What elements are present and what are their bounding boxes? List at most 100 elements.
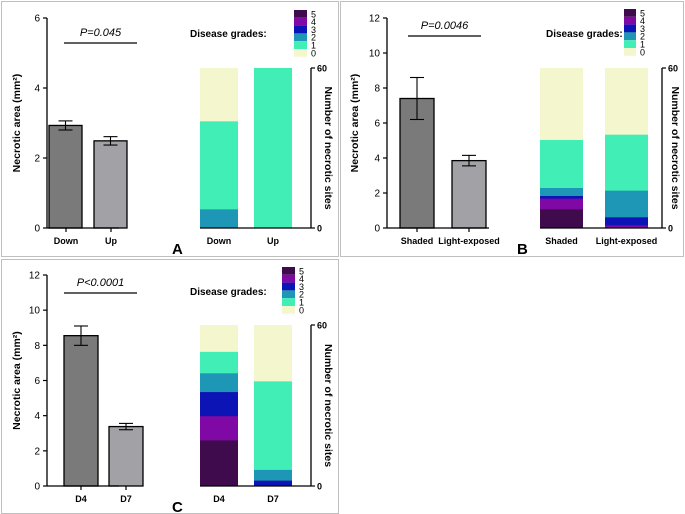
panel-c-legend-swatch-grade-0 xyxy=(282,306,295,314)
panel-c-error-bar-d7 xyxy=(119,422,133,431)
panel-a-error-bar-up xyxy=(103,136,118,146)
panel-c-y-tick-label: 0 xyxy=(34,482,40,493)
panel-a-x-tick-label: Up xyxy=(105,236,117,246)
panel-a-legend-swatch-grade-4 xyxy=(294,17,307,26)
panel-b-legend-swatch-grade-1 xyxy=(624,40,636,48)
panel-b-legend-title: Disease grades: xyxy=(546,29,623,40)
panel-c-legend-swatch-grade-1 xyxy=(282,298,295,306)
panel-b-y-tick-label: 6 xyxy=(374,119,380,130)
panel-a-y-tick-label: 4 xyxy=(34,84,40,95)
panel-c-legend-label: 1 xyxy=(299,298,304,308)
panel-a-error-bar-down xyxy=(58,120,73,131)
panel-b-stack-x-tick-label: Light-exposed xyxy=(596,236,658,246)
panel-a-y-tick-label: 2 xyxy=(34,154,40,165)
panel-b-legend-swatch-grade-2 xyxy=(624,32,636,41)
panel-b-bar-light-exposed xyxy=(451,159,487,229)
panel-c-label: C xyxy=(172,499,183,514)
panel-c-legend-swatch-grade-2 xyxy=(282,290,295,299)
panel-c-y-tick-label: 10 xyxy=(29,306,41,317)
panel-c-stack-x-tick-label: D7 xyxy=(267,494,279,504)
panel-b-x-tick-label: Light-exposed xyxy=(438,236,500,246)
panel-b-stack-shaded-grade-5 xyxy=(540,209,583,228)
panel-c-x-tick-label: D7 xyxy=(120,494,132,504)
panel-c-legend-label: 2 xyxy=(299,290,304,300)
panel-b-y-axis-label: Necrotic area (mm²) xyxy=(349,74,361,173)
panel-b-legend-label: 1 xyxy=(640,40,645,50)
panel-b-stack-x-tick-label: Shaded xyxy=(545,236,578,246)
panel-b-legend-label: 4 xyxy=(640,16,645,26)
panel-c-stack-y-tick-label: 0 xyxy=(317,482,322,492)
panel-b-error-bar-light-exposed xyxy=(462,154,476,167)
panel-a-border xyxy=(1,1,339,257)
panel-c-stack-y-tick-label: 60 xyxy=(317,321,327,331)
panel-a-legend-swatch-grade-0 xyxy=(294,49,307,57)
panel-a-legend-label: 5 xyxy=(311,9,316,19)
panel-a-bar-up xyxy=(93,140,128,229)
panel-a-stack-y-tick-label: 0 xyxy=(317,224,322,234)
panel-b-legend-swatch-grade-3 xyxy=(624,24,636,33)
panel-c-stack-d7-grade-1 xyxy=(254,381,292,486)
panel-b-legend-label: 0 xyxy=(640,47,645,57)
panel-c-y-axis-label: Necrotic area (mm²) xyxy=(11,331,23,430)
panel-b-p-value: P=0.0046 xyxy=(421,20,469,32)
panel-b-label: B xyxy=(517,241,528,258)
panel-c-legend-title: Disease grades: xyxy=(190,287,267,298)
panel-b-x-tick-label: Shaded xyxy=(401,236,434,246)
panel-b-y-tick-label: 10 xyxy=(369,49,381,60)
panel-c-legend-label: 5 xyxy=(299,266,304,276)
panel-c-y-tick-label: 4 xyxy=(34,411,40,422)
panel-c-stack-d4-grade-5 xyxy=(200,440,238,486)
panel-b-stack-light-exposed-grade-3 xyxy=(605,217,648,228)
panel-c-y-tick-label: 6 xyxy=(34,376,40,387)
panel-c-p-value: P<0.0001 xyxy=(77,277,124,289)
panel-c-bar-d7 xyxy=(108,425,144,487)
panel-c-stack-y-axis-label: Number of necrotic sites xyxy=(322,344,334,467)
panel-a-x-tick-label: Down xyxy=(54,236,79,246)
panel-b-legend-label: 3 xyxy=(640,24,645,34)
panel-b-legend-swatch-grade-5 xyxy=(624,9,636,17)
panel-a-stack-x-tick-label: Down xyxy=(207,236,232,246)
panel-c-stack-x-tick-label: D4 xyxy=(213,494,225,504)
panel-a-legend-label: 1 xyxy=(311,41,316,51)
panel-a-legend-label: 4 xyxy=(311,17,316,27)
panel-a-p-value: P=0.045 xyxy=(80,27,122,39)
panel-b-stack-y-tick-label: 60 xyxy=(668,64,678,74)
panel-b-error-bar-shaded xyxy=(410,76,424,121)
panel-b-y-tick-label: 8 xyxy=(374,84,380,95)
panel-b-stack-light-exposed-grade-4 xyxy=(605,225,648,228)
panel-b-legend-label: 5 xyxy=(640,8,645,18)
panel-c-y-tick-label: 12 xyxy=(29,271,41,282)
panel-a-stack-x-tick-label: Up xyxy=(267,236,279,246)
panel-c-y-tick-label: 2 xyxy=(34,446,40,457)
panel-c-legend-swatch-grade-4 xyxy=(282,274,295,283)
panel-c-x-tick-label: D4 xyxy=(75,494,87,504)
panel-a-stack-y-axis-label: Number of necrotic sites xyxy=(322,86,334,209)
panel-c-legend-label: 4 xyxy=(299,274,304,284)
panel-a-stack-y-tick-label: 60 xyxy=(317,64,327,74)
panel-b-y-tick-label: 4 xyxy=(374,154,380,165)
panel-a-legend-swatch-grade-3 xyxy=(294,25,307,34)
panel-c-stack-d7-grade-3 xyxy=(254,480,292,486)
panel-a-legend-swatch-grade-2 xyxy=(294,33,307,42)
panel-a-legend-label: 2 xyxy=(311,33,316,43)
panel-c-y-tick-label: 8 xyxy=(34,341,40,352)
panel-a-stack-down-grade-2 xyxy=(200,209,238,228)
panel-b-legend-swatch-grade-0 xyxy=(624,48,636,56)
panel-a-y-axis-label: Necrotic area (mm²) xyxy=(11,74,23,173)
panel-c-legend-label: 0 xyxy=(299,305,304,315)
panel-c-bar-d4 xyxy=(63,335,99,487)
panel-c-error-bar-d4 xyxy=(74,325,88,346)
panel-c-legend-swatch-grade-5 xyxy=(282,267,295,275)
panel-b-y-tick-label: 0 xyxy=(374,224,380,235)
panel-a-bar-down xyxy=(48,124,83,229)
panel-a-y-tick-label: 0 xyxy=(34,224,40,235)
panel-b-legend-label: 2 xyxy=(640,32,645,42)
panel-a-y-tick-label: 6 xyxy=(34,14,40,25)
panel-b-stack-y-axis-label: Number of necrotic sites xyxy=(669,86,681,209)
panel-b-y-tick-label: 2 xyxy=(374,189,380,200)
panel-a-stack-up-grade-1 xyxy=(254,68,292,228)
panel-a-label: A xyxy=(172,241,183,258)
panel-a-legend-label: 0 xyxy=(311,48,316,58)
panel-b-legend-swatch-grade-4 xyxy=(624,16,636,25)
